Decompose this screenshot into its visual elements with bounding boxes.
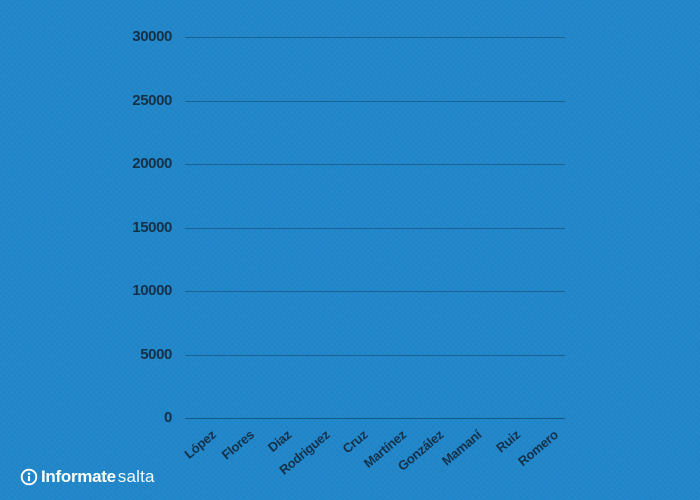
y-axis-tick-label: 20000 (132, 155, 172, 172)
gridline (185, 227, 565, 229)
y-axis-tick-label: 25000 (132, 91, 172, 109)
y-axis-tick-label: 0 (164, 409, 172, 426)
brand-watermark: Informate salta (20, 467, 155, 487)
x-axis-tick-label: Diaz (265, 427, 295, 455)
info-circle-icon (20, 468, 38, 486)
gridline (185, 164, 565, 165)
y-axis-tick-label: 5000 (140, 345, 172, 363)
x-axis-tick-label: Romero (514, 427, 561, 469)
x-axis-tick-label: Mamaní (439, 427, 485, 469)
y-axis-tick-label: 30000 (132, 28, 172, 45)
x-axis-tick-label: Ruiz (492, 427, 523, 456)
x-axis-tick-label: López (181, 427, 219, 462)
x-axis-baseline (185, 418, 565, 419)
gridline (185, 354, 565, 356)
x-axis-tick-label: Cruz (339, 427, 371, 457)
y-axis-tick-label: 15000 (132, 218, 172, 236)
gridline (185, 37, 565, 38)
gridline (185, 291, 565, 292)
gridline (185, 100, 565, 102)
x-axis-tick-label: Flores (218, 427, 257, 463)
brand-name-bold: Informate (41, 467, 116, 486)
brand-name-light: salta (117, 467, 155, 486)
y-axis-tick-label: 10000 (132, 282, 172, 299)
